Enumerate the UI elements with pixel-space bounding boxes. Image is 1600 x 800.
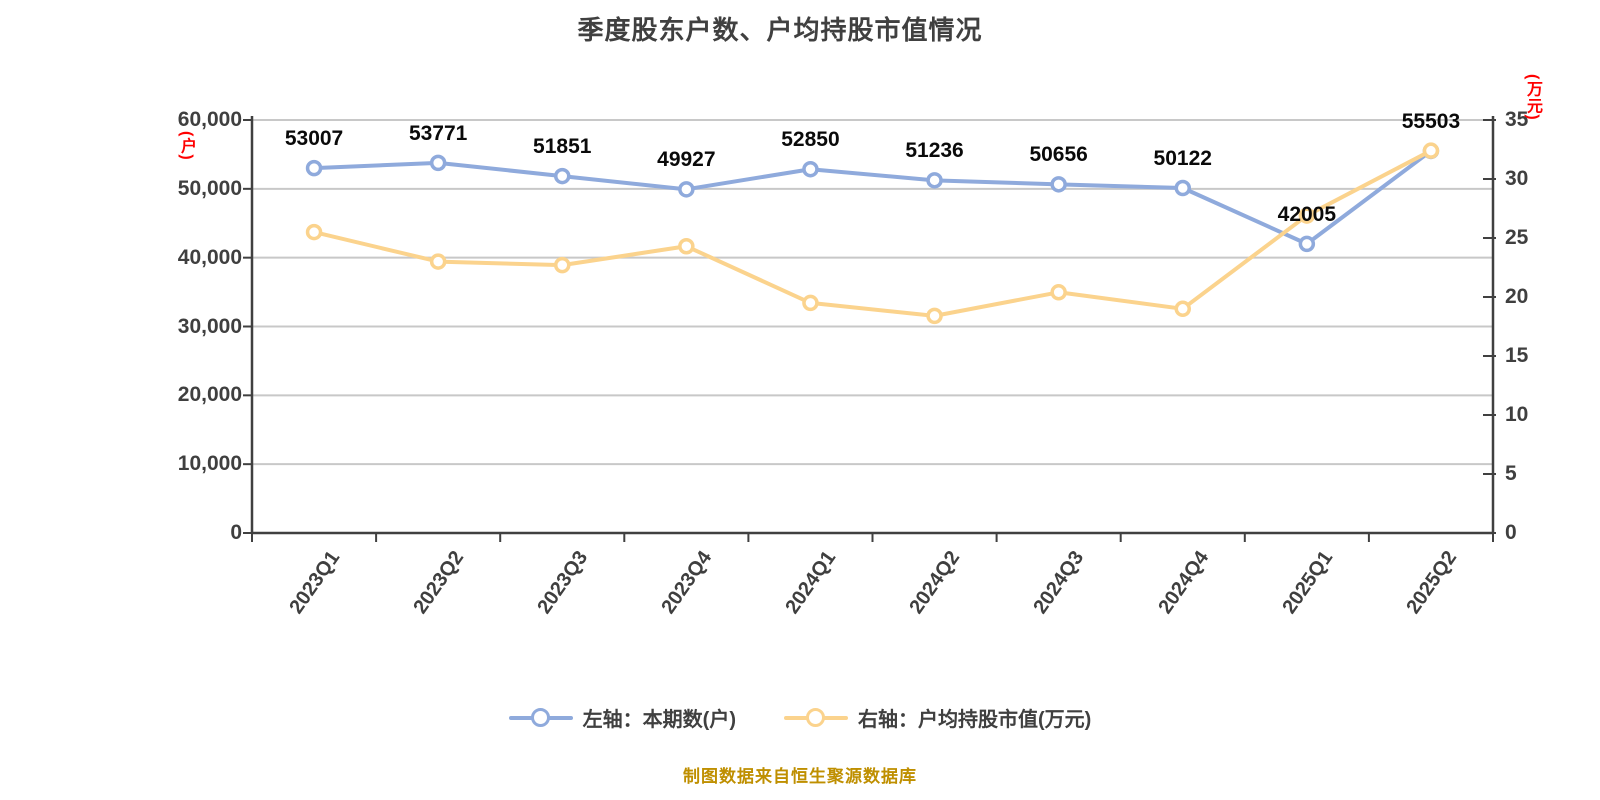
series-marker-1 [1174,300,1191,318]
series-marker-1 [802,294,819,312]
series-marker-1 [1050,284,1067,301]
series-marker-1 [1422,142,1440,159]
left-axis-tick-label: 10,000 [177,452,242,476]
data-label-2024Q4: 50122 [1153,146,1212,170]
right-axis-tick-label: 25 [1505,226,1529,249]
series-marker-0 [1174,179,1191,197]
data-label-2023Q3: 51851 [533,135,592,159]
data-label-2025Q2: 55503 [1401,109,1461,133]
left-axis-tick-label: 20,000 [177,383,242,407]
right-axis-tick-label: 5 [1505,462,1517,485]
right-axis-tick-label: 10 [1505,403,1529,426]
data-label-2024Q2: 51236 [905,139,964,163]
left-axis-tick-label: 50,000 [177,176,242,200]
series-line-0 [312,148,1433,246]
source-note: 制图数据来自恒生聚源数据库 [683,767,917,786]
legend-label-holders: 左轴：本期数(户) [582,709,736,731]
series-marker-1 [554,256,571,274]
series-marker-0 [1050,176,1067,193]
series-marker-1 [678,238,695,255]
left-axis-tick-label: 30,000 [177,314,242,338]
series-marker-0 [1298,235,1316,253]
right-axis-tick-label: 0 [1505,521,1517,544]
legend-dot-icon [530,707,550,727]
legend: 左轴：本期数(户) 右轴：户均持股市值(万元) [0,703,1600,732]
right-axis-tick-label: 35 [1505,108,1529,131]
chart-title: 季度股东户数、户均持股市值情况 [577,15,983,45]
right-axis-tick-label: 20 [1505,285,1529,308]
series-marker-1 [926,307,943,325]
right-axis-unit-label: (万元) [1524,74,1541,121]
left-axis-tick-label: 40,000 [177,245,242,269]
series-marker-1 [305,223,323,241]
series-marker-1 [1298,207,1316,224]
left-axis-unit-label: (户) [178,131,195,161]
right-axis-tick-label: 30 [1505,167,1529,190]
legend-marker-holders [508,707,573,728]
data-label-2024Q3: 50656 [1029,143,1088,167]
series-line-1 [312,148,1433,318]
series-marker-1 [429,253,447,270]
legend-item-avg-value[interactable]: 右轴：户均持股市值(万元) [784,703,1091,732]
data-label-2024Q1: 52850 [781,128,840,152]
right-axis-tick-label: 15 [1505,344,1529,367]
legend-dot-icon [806,707,825,727]
legend-item-holders[interactable]: 左轴：本期数(户) [508,703,736,732]
left-axis-tick-label: 60,000 [177,108,242,131]
data-label-2023Q4: 49927 [657,148,716,172]
data-label-2025Q1: 42005 [1277,202,1337,226]
series-marker-0 [305,159,323,177]
left-axis-tick-label: 0 [230,521,242,544]
series-marker-0 [802,160,819,178]
data-label-2023Q2: 53771 [408,121,468,145]
series-marker-0 [678,181,695,198]
series-marker-0 [429,154,447,172]
series-marker-0 [554,167,571,185]
legend-label-avg-value: 右轴：户均持股市值(万元) [858,709,1092,731]
legend-marker-avg-value [784,707,848,728]
data-label-2023Q1: 53007 [284,127,344,151]
series-marker-0 [926,172,943,189]
